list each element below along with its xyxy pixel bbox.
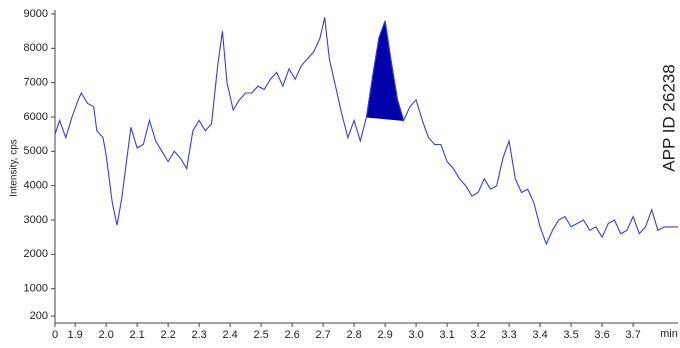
x-tick-label: 0	[52, 329, 58, 341]
y-tick-label: 7000	[24, 77, 48, 89]
x-tick-label: 2.4	[222, 329, 237, 341]
y-tick-label: 2000	[24, 248, 48, 260]
x-tick-label: 2.1	[129, 329, 144, 341]
x-tick-label: 1.9	[67, 329, 82, 341]
trace-line	[54, 17, 678, 246]
x-tick-label: 3.4	[532, 329, 547, 341]
x-tick-label: 3.5	[563, 329, 578, 341]
y-tick-label: 200	[30, 310, 48, 322]
y-tick-label: 1000	[24, 283, 48, 295]
x-tick-label: 3.6	[594, 329, 609, 341]
x-tick-label: 2.6	[284, 329, 299, 341]
x-tick-label: 2.5	[253, 329, 268, 341]
y-tick-label: 3000	[24, 214, 48, 226]
y-axis-label: Intensity, cps	[9, 139, 20, 197]
x-tick-label: 2.9	[377, 329, 392, 341]
x-tick-label: 2.2	[160, 329, 175, 341]
y-tick-label: 5000	[24, 145, 48, 157]
x-tick-label: 2.7	[315, 329, 330, 341]
x-tick-label: 2.3	[191, 329, 206, 341]
x-tick-label: 3.3	[501, 329, 516, 341]
x-tick-label: 2.8	[346, 329, 361, 341]
y-tick-label: 4000	[24, 180, 48, 192]
peak-area	[365, 20, 405, 121]
x-axis-label: min	[660, 328, 678, 340]
y-tick-label: 6000	[24, 111, 48, 123]
x-tick-label: 3.7	[625, 329, 640, 341]
x-tick-label: 2.0	[98, 329, 113, 341]
x-tick-label: 3.1	[439, 329, 454, 341]
y-tick-label: 8000	[24, 42, 48, 54]
y-tick-label: 9000	[24, 8, 48, 20]
annotation: APP ID 26238	[659, 64, 678, 171]
x-tick-label: 3.0	[408, 329, 423, 341]
x-tick-label: 3.2	[470, 329, 485, 341]
